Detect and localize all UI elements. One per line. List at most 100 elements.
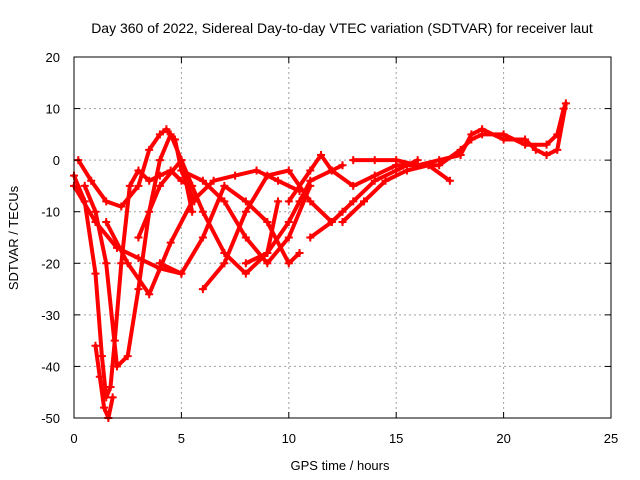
data-point <box>100 403 109 412</box>
data-point <box>402 166 411 175</box>
data-point <box>338 218 347 227</box>
data-point <box>327 218 336 227</box>
data-point <box>521 135 530 144</box>
data-point <box>220 197 229 206</box>
data-point <box>284 233 293 242</box>
y-tick-label: 0 <box>53 153 60 168</box>
data-point <box>327 166 336 175</box>
tick-layer: 0 5 10 15 20 25 -50 -40 -30 -20 -10 0 10 20 <box>41 50 618 446</box>
data-point <box>170 135 179 144</box>
data-point <box>198 233 207 242</box>
data-point <box>102 197 111 206</box>
data-point <box>349 156 358 165</box>
data-point <box>117 202 126 211</box>
data-point <box>413 161 422 170</box>
data-point <box>145 145 154 154</box>
data-point <box>97 352 106 361</box>
y-tick-label: 20 <box>46 50 60 65</box>
data-point <box>263 259 272 268</box>
x-tick-label: 0 <box>70 431 77 446</box>
data-point <box>381 176 390 185</box>
data-point <box>392 161 401 170</box>
data-point <box>102 218 111 227</box>
data-point <box>542 140 551 149</box>
data-point <box>134 285 143 294</box>
data-point <box>252 166 261 175</box>
data-point <box>274 176 283 185</box>
data-point <box>166 238 175 247</box>
data-point <box>80 181 89 190</box>
data-point <box>284 197 293 206</box>
data-point <box>435 156 444 165</box>
data-point <box>445 176 454 185</box>
data-point <box>359 197 368 206</box>
data-point <box>467 130 476 139</box>
data-point <box>478 125 487 134</box>
data-point <box>561 99 570 108</box>
data-point <box>284 218 293 227</box>
data-point <box>134 233 143 242</box>
data-point <box>108 393 117 402</box>
chart-title: Day 360 of 2022, Sidereal Day-to-day VTE… <box>91 20 593 36</box>
data-point <box>188 181 197 190</box>
data-point <box>145 176 154 185</box>
data-point <box>241 233 250 242</box>
data-point <box>125 181 134 190</box>
data-series-layer <box>70 99 570 422</box>
y-tick-label: -20 <box>41 256 60 271</box>
data-point <box>177 269 186 278</box>
data-point <box>220 259 229 268</box>
data-point <box>177 166 186 175</box>
x-tick-label: 10 <box>282 431 296 446</box>
series-line <box>157 183 302 276</box>
data-point <box>241 197 250 206</box>
x-tick-label: 25 <box>604 431 618 446</box>
data-point <box>241 269 250 278</box>
data-point <box>95 372 104 381</box>
grid-layer <box>74 57 611 418</box>
series-arc-2 <box>91 341 117 422</box>
y-tick-label: -30 <box>41 308 60 323</box>
series-arc-12 <box>284 150 401 206</box>
series-line <box>340 163 452 224</box>
data-point <box>87 176 96 185</box>
data-point <box>263 248 272 257</box>
data-point <box>134 181 143 190</box>
data-point <box>241 259 250 268</box>
data-point <box>531 145 540 154</box>
data-point <box>284 166 293 175</box>
data-point <box>370 156 379 165</box>
data-point <box>542 150 551 159</box>
data-point <box>263 218 272 227</box>
data-point <box>91 218 100 227</box>
plot-frame <box>73 56 612 419</box>
data-point <box>177 156 186 165</box>
y-axis-label: SDTVAR / TECUs <box>6 185 21 290</box>
data-point <box>295 248 304 257</box>
data-point <box>553 145 562 154</box>
x-axis-label: GPS time / hours <box>291 458 390 473</box>
data-point <box>284 259 293 268</box>
y-tick-label: -40 <box>41 359 60 374</box>
x-tick-label: 5 <box>178 431 185 446</box>
data-point <box>306 197 315 206</box>
data-point <box>188 197 197 206</box>
series-line <box>308 158 420 240</box>
data-point <box>155 259 164 268</box>
data-point <box>123 259 132 268</box>
x-tick-label: 15 <box>389 431 403 446</box>
data-point <box>306 166 315 175</box>
data-point <box>155 181 164 190</box>
data-point <box>317 150 326 159</box>
y-tick-label: 10 <box>46 102 60 117</box>
data-point <box>155 156 164 165</box>
data-point <box>134 254 143 263</box>
data-point <box>274 197 283 206</box>
data-point <box>123 352 132 361</box>
series-arc-9 <box>177 166 315 268</box>
data-point <box>198 176 207 185</box>
series-arc-16 <box>392 99 570 170</box>
data-point <box>112 362 121 371</box>
data-point <box>209 176 218 185</box>
